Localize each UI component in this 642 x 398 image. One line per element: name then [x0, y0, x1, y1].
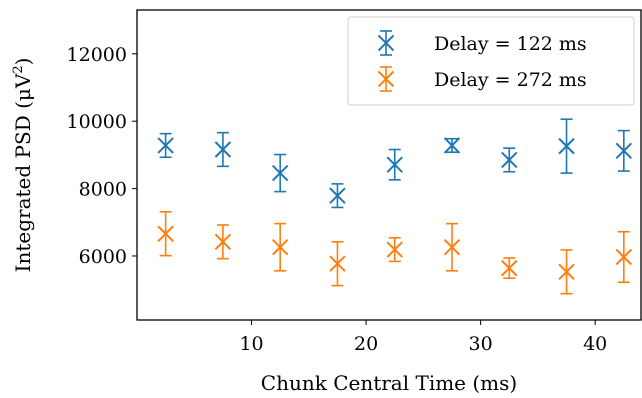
point-marker-b	[157, 137, 174, 154]
data-point	[386, 148, 403, 181]
point-marker-b	[329, 187, 346, 204]
point-marker-b	[615, 142, 633, 160]
point-marker-b	[271, 239, 289, 256]
x-axis-label: Chunk Central Time (ms)	[261, 371, 517, 395]
point-marker-b	[329, 255, 346, 272]
data-point	[271, 153, 289, 193]
legend: Delay = 122 ms Delay = 272 ms	[347, 16, 635, 106]
point-marker-b	[386, 241, 403, 258]
x-tick-label: 10	[239, 333, 263, 355]
point-marker-b	[443, 137, 461, 154]
point-marker-b	[214, 233, 232, 251]
legend-box	[347, 16, 635, 106]
data-point	[329, 183, 346, 209]
point-marker-b	[214, 141, 232, 158]
legend-label: Delay = 122 ms	[434, 33, 587, 55]
point-marker-b	[271, 164, 289, 182]
plot-frame	[136, 9, 642, 321]
point-marker-b	[558, 263, 575, 281]
data-point	[443, 222, 461, 272]
series-1	[157, 118, 633, 209]
data-point	[271, 222, 289, 272]
data-point	[329, 241, 346, 287]
data-point	[501, 147, 518, 173]
x-tick-label: 40	[583, 333, 607, 355]
point-marker-b	[501, 259, 518, 277]
x-axis-ticks: 10 20 30 40	[239, 320, 607, 355]
data-point	[501, 257, 518, 280]
y-axis-label: Integrated PSD (μV2)	[11, 58, 35, 273]
point-marker-b	[558, 137, 575, 155]
data-point	[157, 132, 174, 159]
y-tick-label: 8000	[79, 179, 127, 201]
data-point	[157, 211, 174, 257]
data-point	[558, 249, 575, 295]
point-marker-b	[443, 239, 461, 256]
x-tick-label: 20	[354, 333, 378, 355]
y-tick-label: 12000	[67, 44, 127, 66]
data-series	[157, 118, 633, 295]
data-point	[443, 137, 461, 154]
point-marker-b	[386, 156, 403, 173]
x-tick-label: 30	[469, 333, 493, 355]
legend-marker-b	[377, 70, 395, 88]
y-tick-label: 10000	[67, 111, 127, 133]
legend-item: Delay = 122 ms	[377, 30, 587, 56]
data-point	[615, 230, 633, 284]
legend-label: Delay = 272 ms	[434, 69, 587, 91]
series-2	[157, 211, 633, 295]
data-point	[615, 129, 633, 172]
y-axis-ticks: 6000 8000 10000 12000	[67, 44, 137, 268]
legend-item: Delay = 272 ms	[377, 66, 587, 92]
data-point	[214, 224, 232, 260]
data-point	[386, 236, 403, 263]
y-tick-label: 6000	[79, 246, 127, 268]
data-point	[214, 131, 232, 168]
legend-marker-b	[377, 34, 395, 52]
data-point	[558, 118, 575, 174]
point-marker-b	[157, 225, 174, 242]
point-marker-b	[615, 248, 633, 266]
point-marker-b	[501, 151, 518, 169]
